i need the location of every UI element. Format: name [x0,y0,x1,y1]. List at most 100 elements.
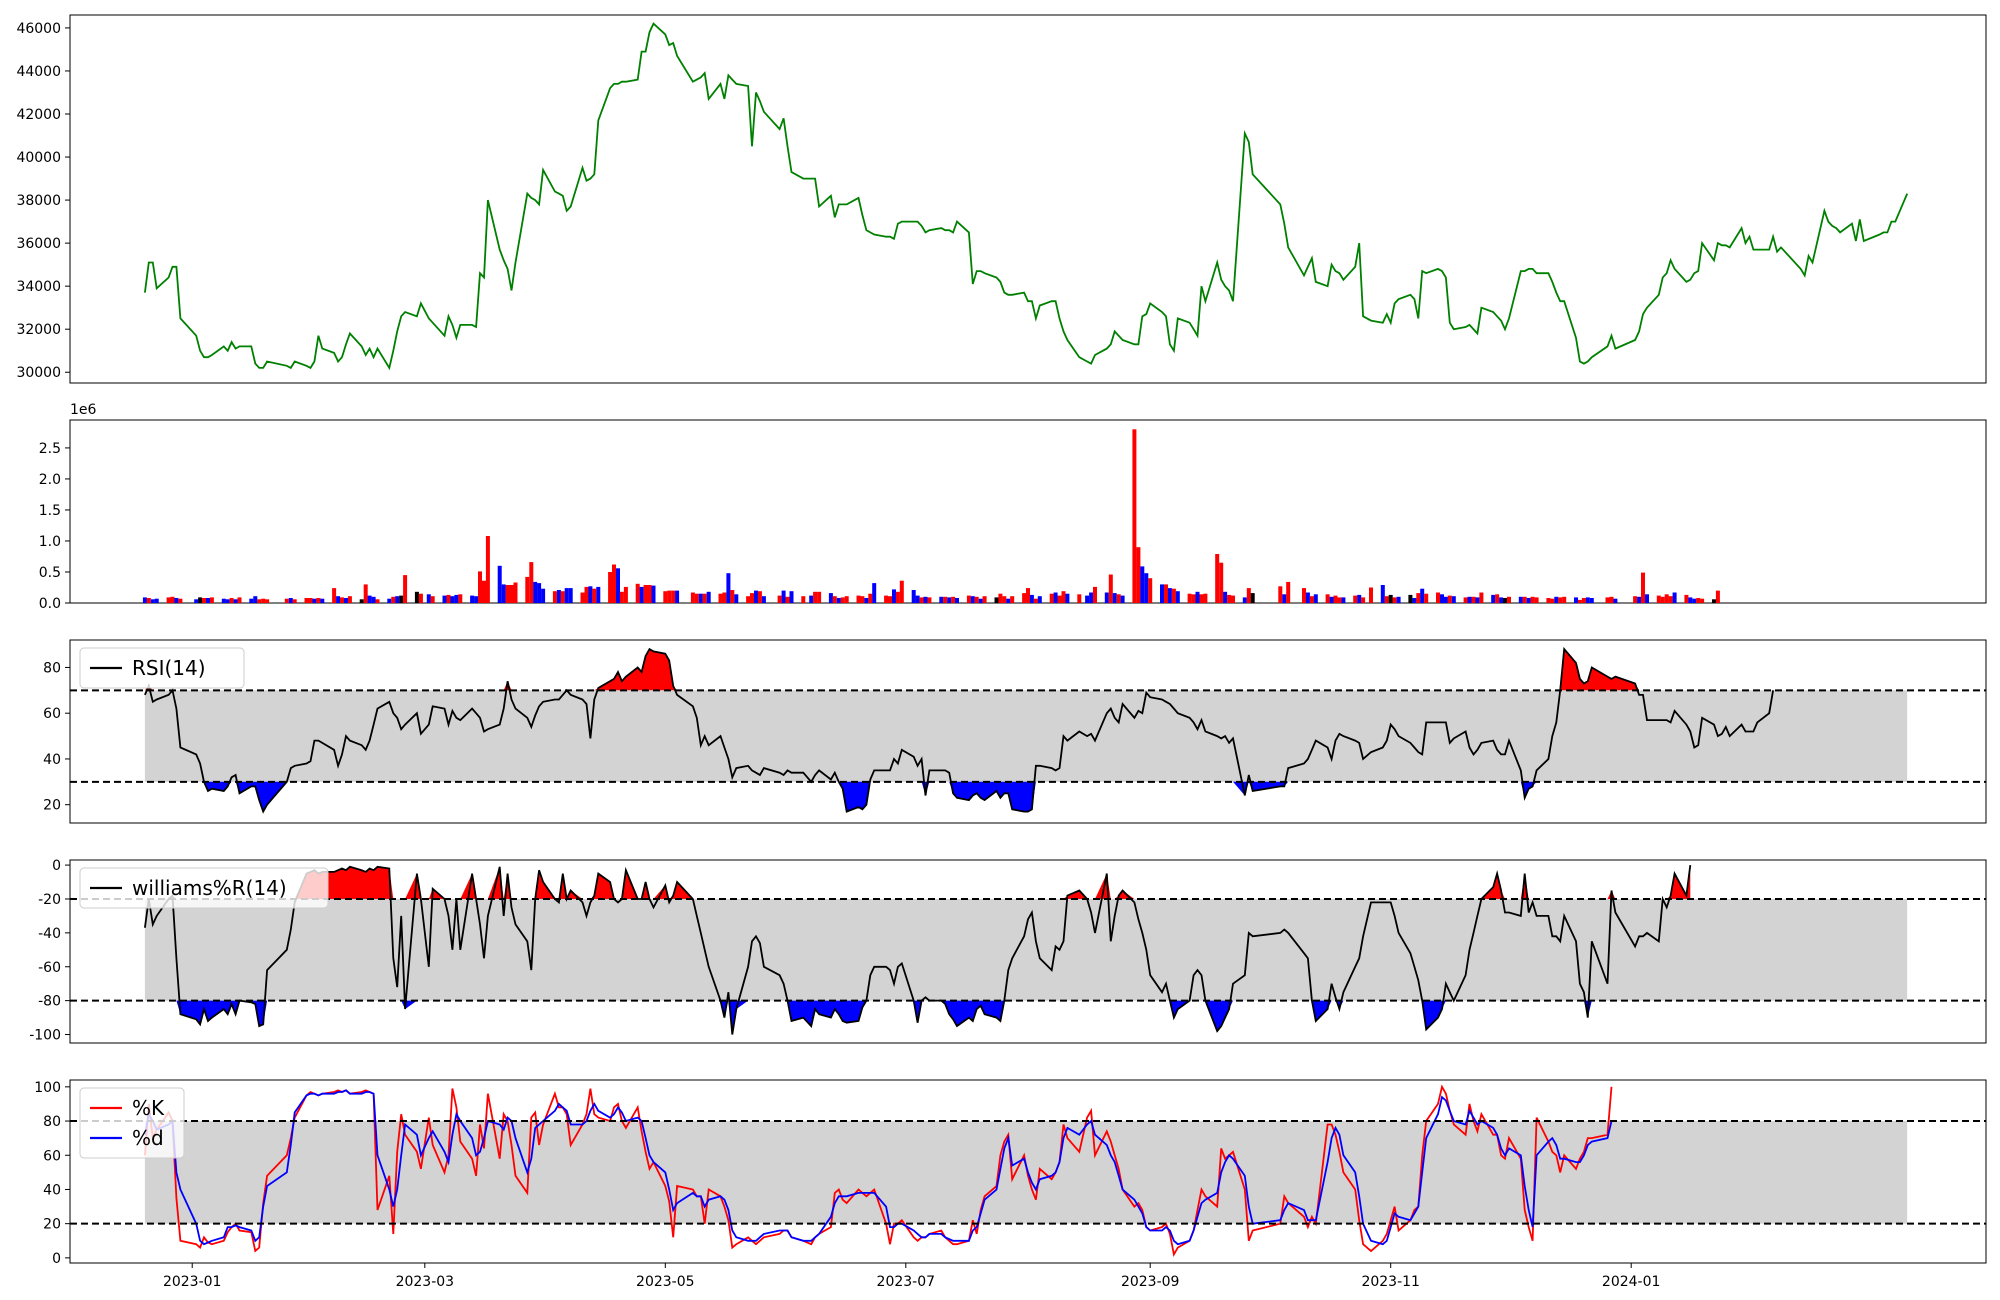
y-tick-label: 0 [52,858,61,874]
volume-bar [911,590,916,603]
y-tick-label: 20 [43,1217,61,1233]
volume-bar [1357,594,1362,603]
volume-bar [336,596,341,603]
volume-bar [371,596,376,603]
volume-bar [564,588,569,603]
volume-bar [1329,596,1334,603]
volume-bar [608,572,613,603]
volume-bar [663,591,668,603]
x-tick-label: 2023-09 [1121,1274,1180,1290]
volume-bar [166,597,171,603]
y-tick-label: -100 [29,1028,61,1044]
oversold-fill [144,781,1774,812]
y-tick-label: 60 [43,706,61,722]
volume-bar [1140,566,1145,603]
volume-bar [1613,598,1618,603]
volume-bar [761,596,766,603]
volume-bar [1002,596,1007,603]
volume-bar [899,580,904,603]
y-tick-label: 44000 [16,64,61,80]
volume-bar [1313,594,1318,603]
volume-bar [387,598,392,603]
volume-bar [643,585,648,603]
volume-bar [344,598,348,603]
volume-bar [1388,594,1393,603]
y-tick-label: 36000 [16,236,61,252]
volume-bar [1585,597,1590,603]
overbought-fill [144,649,1774,691]
volume-bar [840,597,845,603]
volume-bar [1530,596,1535,603]
volume-bar [308,598,313,603]
volume-bar [1175,591,1180,603]
volume-bar [1337,597,1342,603]
volume-bar [513,582,518,603]
volume-bar [265,599,270,603]
volume-bar [537,583,542,603]
volume-bar [426,594,431,603]
volume-bar [718,593,723,603]
volume-bar [202,598,206,603]
volume-bar [592,588,597,603]
volume-bar [1057,595,1062,603]
volume-bar [1550,598,1555,603]
volume-bar [347,596,352,603]
volume-bar [1574,597,1578,603]
y-tick-label: 34000 [16,279,61,295]
legend-box [79,867,329,909]
y-tick-label: 0.5 [39,565,61,581]
legend-label: williams%R(14) [132,876,287,900]
volume-bar [647,585,652,603]
rsi-panel: 20 40 60 80 RSI(14) [43,639,1987,824]
volume-bar [580,592,585,603]
volume-bar [1286,581,1291,603]
volume-bar [809,595,814,603]
volume-bar [970,596,975,603]
williams-line [144,864,1692,1035]
volume-bar [1440,594,1444,603]
volume-bar [1633,596,1638,603]
y-tick-label: 32000 [16,322,61,338]
volume-bar [1688,597,1693,603]
volume-bar [233,599,238,603]
volume-bar [612,564,616,603]
volume-bar [951,596,956,603]
axes-frame [69,1079,1987,1264]
volume-bar [1700,598,1705,603]
volume-bar [509,585,514,603]
volume-bar [304,598,309,603]
volume-bar [616,568,620,603]
volume-bar [253,596,258,603]
volume-bar [750,593,754,603]
volume-bar [458,594,463,603]
volume-bar [635,583,640,603]
volume-bar [947,597,952,603]
volume-bar [895,591,900,603]
y-tick-label: 38000 [16,193,61,209]
volume-bar [966,595,971,603]
volume-bar [860,596,865,603]
legend-label: %K [132,1096,165,1120]
y-tick-label: 1.5 [39,503,61,519]
volume-bar [915,595,920,603]
volume-bar [340,597,344,603]
volume-bar [1507,596,1511,603]
volume-bar [978,598,983,603]
volume-bar [832,596,837,603]
volume-bar [1581,598,1586,603]
volume-bar [1609,596,1614,603]
x-tick-label: 2024-01 [1602,1274,1661,1290]
volume-bar [1077,594,1082,603]
volume-bar [868,593,873,603]
volume-bar [1010,596,1015,603]
volume-bar [754,590,758,603]
y-tick-label: 0.0 [39,596,61,612]
volume-bar [1325,594,1330,603]
volume-bar [722,592,727,603]
stochastic-panel: 0 20 40 60 80 100 %K %d 2023-01 2023-03 2023-05 202… [34,1079,1987,1290]
volume-bar [1499,597,1504,603]
volume-bar [1191,594,1196,603]
volume-bar [1554,596,1559,603]
volume-bar [1246,588,1251,603]
